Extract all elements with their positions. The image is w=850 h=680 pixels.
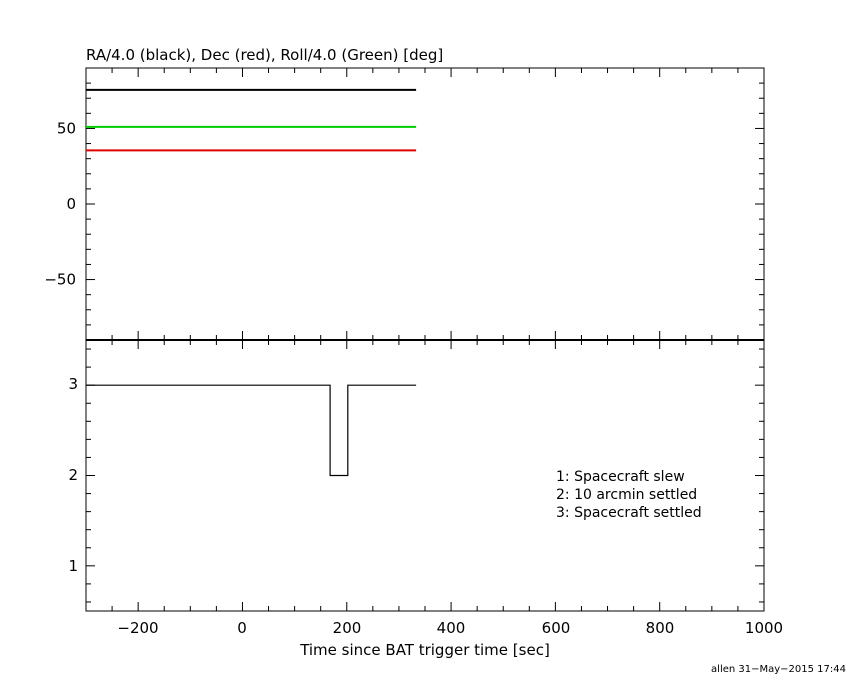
legend-annotation-1: 1: Spacecraft slew bbox=[556, 469, 685, 485]
legend-annotation-2: 2: 10 arcmin settled bbox=[556, 487, 697, 503]
x-tick-label: −200 bbox=[117, 619, 158, 637]
legend-annotation-3: 3: Spacecraft settled bbox=[556, 505, 702, 521]
x-tick-label: 1000 bbox=[745, 619, 783, 637]
y-tick-label-bottom-3: 3 bbox=[68, 375, 78, 393]
top-chart-title: RA/4.0 (black), Dec (red), Roll/4.0 (Gre… bbox=[86, 46, 443, 64]
axis-ticks: 50 0 −50 bbox=[44, 67, 765, 611]
x-tick-label: 200 bbox=[333, 619, 362, 637]
y-tick-label-top: 50 bbox=[57, 119, 76, 137]
top-series-group bbox=[86, 88, 417, 152]
bottom-series-group bbox=[86, 384, 417, 477]
bottom-series-line-0 bbox=[86, 384, 417, 477]
x-tick-label: 0 bbox=[237, 619, 247, 637]
y-tick-label-top: −50 bbox=[44, 271, 76, 289]
top-plot-frame bbox=[85, 67, 765, 341]
y-tick-label-bottom-2: 2 bbox=[68, 466, 78, 484]
x-tick-label: 800 bbox=[646, 619, 675, 637]
x-axis-label: Time since BAT trigger time [sec] bbox=[299, 641, 550, 659]
footer-credit: allen 31−May−2015 17:44 bbox=[711, 664, 846, 675]
x-tick-label: 400 bbox=[437, 619, 466, 637]
x-tick-label: 600 bbox=[542, 619, 571, 637]
y-tick-label-top: 0 bbox=[66, 195, 76, 213]
y-tick-label-bottom-1: 1 bbox=[68, 557, 78, 575]
